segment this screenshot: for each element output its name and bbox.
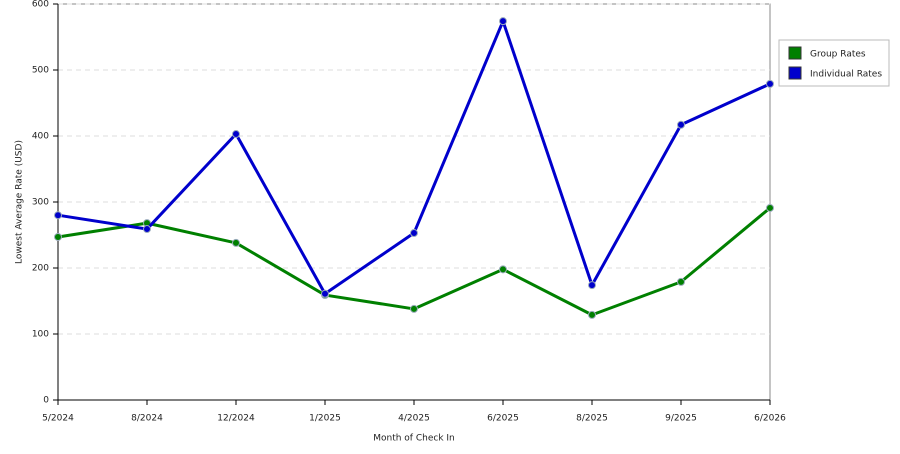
x-tick-label: 12/2024 bbox=[217, 414, 255, 424]
y-tick-label: 0 bbox=[43, 396, 49, 406]
data-point bbox=[321, 289, 329, 298]
series-line bbox=[57, 19, 771, 296]
x-tick-label: 4/2025 bbox=[398, 414, 430, 424]
x-tick-label: 8/2025 bbox=[576, 414, 608, 424]
data-point bbox=[143, 225, 151, 234]
legend-swatch bbox=[788, 66, 802, 80]
data-point bbox=[766, 79, 774, 88]
legend-label: Individual Rates bbox=[810, 70, 882, 80]
data-point bbox=[588, 310, 596, 319]
data-point bbox=[232, 238, 240, 247]
data-point bbox=[54, 211, 62, 220]
y-tick-label: 200 bbox=[32, 264, 49, 274]
data-point bbox=[499, 17, 507, 26]
data-point bbox=[766, 203, 774, 212]
data-point bbox=[588, 281, 596, 290]
x-tick-label: 6/2026 bbox=[754, 414, 786, 424]
data-point bbox=[54, 232, 62, 241]
x-tick-label: 8/2024 bbox=[131, 414, 163, 424]
series-line bbox=[57, 206, 771, 317]
data-point bbox=[677, 120, 685, 129]
x-tick-label: 1/2025 bbox=[309, 414, 341, 424]
legend-swatch bbox=[788, 46, 802, 60]
x-tick-label: 6/2025 bbox=[487, 414, 519, 424]
x-tick-label: 5/2024 bbox=[42, 414, 74, 424]
data-point bbox=[410, 304, 418, 313]
y-tick-label: 300 bbox=[32, 198, 49, 208]
x-tick-label: 9/2025 bbox=[665, 414, 697, 424]
y-axis-label: Lowest Average Rate (USD) bbox=[15, 140, 25, 264]
y-tick-label: 100 bbox=[32, 330, 49, 340]
x-axis-label: Month of Check In bbox=[373, 434, 455, 444]
data-point bbox=[499, 265, 507, 274]
legend-label: Group Rates bbox=[810, 50, 866, 60]
data-point bbox=[677, 277, 685, 286]
y-tick-label: 600 bbox=[32, 0, 49, 10]
y-tick-label: 500 bbox=[32, 66, 49, 76]
data-point bbox=[410, 229, 418, 238]
y-tick-label: 400 bbox=[32, 132, 49, 142]
data-point bbox=[232, 130, 240, 139]
